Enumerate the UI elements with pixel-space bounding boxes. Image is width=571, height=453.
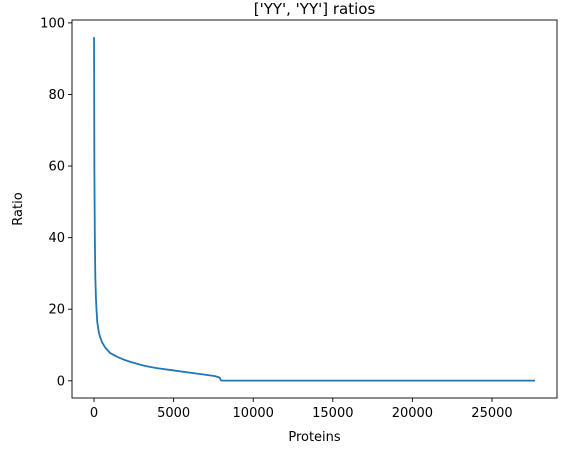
x-tick-label: 25000: [471, 406, 512, 421]
x-tick-label: 10000: [233, 406, 274, 421]
x-tick-label: 0: [90, 406, 98, 421]
y-tick-label: 60: [48, 160, 65, 175]
y-tick-label: 100: [40, 16, 65, 31]
y-tick-label: 20: [48, 303, 65, 318]
x-tick-label: 5000: [157, 406, 190, 421]
x-tick-label: 20000: [392, 406, 433, 421]
plot-area: [71, 19, 558, 399]
x-axis-label: Proteins: [288, 430, 341, 445]
chart-title: ['YY', 'YY'] ratios: [254, 0, 376, 18]
x-tick-label: 15000: [312, 406, 353, 421]
y-tick-label: 80: [48, 88, 65, 103]
series-line: [93, 37, 535, 382]
y-tick-label: 0: [57, 374, 65, 389]
x-axis: 0 5000 10000 15000 20000 25000: [90, 398, 513, 421]
y-tick-label: 40: [48, 231, 65, 246]
y-axis-label: Ratio: [11, 192, 26, 225]
y-axis: 0 20 40 60 80 100: [40, 16, 72, 389]
